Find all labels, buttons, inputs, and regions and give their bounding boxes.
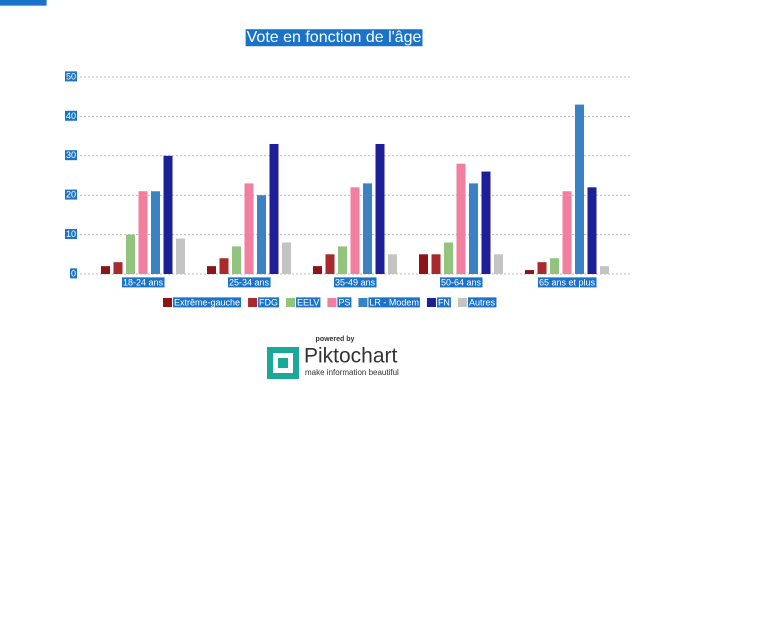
legend-swatch	[426, 298, 436, 307]
bar	[456, 163, 466, 274]
label-highlight	[368, 297, 420, 308]
legend-label: EELV	[297, 297, 319, 307]
bar	[163, 155, 173, 274]
bar	[151, 191, 160, 274]
y-tick-label: 0	[71, 268, 76, 278]
label-highlight	[258, 297, 280, 308]
x-tick-label: 50-64 ans	[441, 277, 482, 287]
label-highlight	[64, 228, 77, 239]
y-tick-label: 30	[66, 150, 76, 160]
brand-tagline: make information beautiful	[305, 368, 399, 377]
bar	[219, 258, 229, 274]
legend-label: Autres	[469, 297, 496, 307]
bar	[282, 242, 291, 274]
bar	[338, 246, 347, 274]
label-highlight	[333, 277, 377, 288]
x-tick-label: 65 ans et plus	[539, 277, 596, 287]
label-highlight	[467, 297, 497, 308]
label-highlight	[0, 0, 47, 6]
legend-label: PS	[338, 297, 350, 307]
y-tick-label: 40	[66, 111, 76, 121]
bar	[494, 254, 503, 274]
chart-title: Vote en fonction de l'âge	[247, 29, 422, 46]
x-tick-label: 25-34 ans	[229, 277, 270, 287]
bar	[269, 143, 279, 274]
bar	[431, 254, 441, 274]
y-tick-label: 20	[66, 190, 76, 200]
label-highlight	[69, 268, 77, 279]
piktochart-logo	[267, 347, 299, 379]
label-highlight	[64, 110, 77, 121]
bar	[176, 238, 185, 274]
x-tick-label: 18-24 ans	[123, 277, 164, 287]
label-highlight	[173, 297, 242, 308]
x-tick-label: 35-49 ans	[335, 277, 376, 287]
label-highlight	[337, 297, 352, 308]
bar	[469, 183, 478, 274]
label-highlight	[64, 150, 77, 161]
legend-swatch	[248, 298, 258, 307]
label-highlight	[296, 297, 321, 308]
bar	[313, 266, 322, 274]
powered-by: powered by	[316, 336, 355, 343]
label-highlight	[439, 277, 483, 288]
label-highlight	[64, 189, 77, 200]
bar	[481, 171, 491, 274]
bar	[537, 262, 547, 274]
bar	[375, 143, 385, 274]
bar	[244, 183, 254, 274]
logo-icon-core	[278, 358, 288, 368]
legend-label: FN	[438, 297, 450, 307]
brand-name: Piktochart	[304, 345, 398, 368]
y-tick-label: 10	[66, 229, 76, 239]
bar	[257, 195, 266, 274]
bar	[600, 266, 609, 274]
label-highlight	[121, 277, 165, 288]
label-highlight	[227, 277, 271, 288]
bar	[126, 234, 135, 274]
legend-swatch	[286, 298, 296, 307]
y-tick-label: 50	[66, 71, 76, 81]
bar	[575, 104, 584, 274]
legend-swatch	[163, 298, 172, 307]
bar	[232, 246, 241, 274]
bar	[207, 266, 216, 274]
label-highlight	[64, 71, 77, 82]
bar	[562, 191, 572, 274]
legend-label: LR - Modem	[369, 297, 419, 307]
label-highlight	[537, 277, 597, 288]
legend-label: FDG	[259, 297, 278, 307]
bar	[350, 187, 360, 274]
bar	[525, 270, 534, 274]
bar	[444, 242, 453, 274]
bar	[138, 191, 148, 274]
legend-swatch	[327, 298, 337, 307]
legend-swatch	[358, 298, 368, 307]
bar	[113, 262, 123, 274]
bar	[325, 254, 335, 274]
bar	[101, 266, 110, 274]
y-axis-title: Pourcentage de voix	[38, 130, 49, 221]
bar	[587, 187, 597, 274]
bar	[388, 254, 397, 274]
bar	[363, 183, 372, 274]
legend-swatch	[457, 298, 467, 307]
label-highlight	[436, 297, 451, 308]
legend-label: Extrême-gauche	[174, 297, 240, 307]
label-highlight	[245, 29, 423, 47]
bar	[419, 254, 428, 274]
bar	[550, 258, 559, 274]
